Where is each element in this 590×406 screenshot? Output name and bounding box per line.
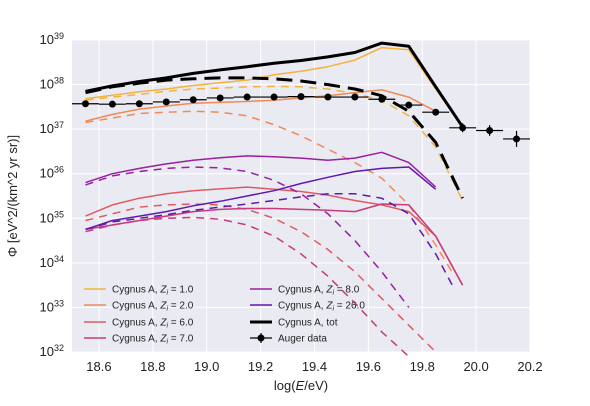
auger-data-layer [72,93,530,147]
y-tick-label: 1034 [40,254,64,270]
legend-entry-2: Cygnus A, Zi = 6.0 [84,318,194,330]
y-tick-label: 1035 [40,209,64,225]
auger-point-7 [260,93,288,101]
legend-entry-0: Cygnus A, Zi = 1.0 [84,285,194,297]
legend: Cygnus A, Zi = 1.0 Cygnus A, Zi = 2.0 Cygn… [84,285,365,346]
auger-point-0 [72,100,99,108]
auger-point-9 [314,93,342,101]
x-axis-ticks: 18.6 18.8 19.0 19.2 19.4 19.6 19.8 20.0 20.2 [86,359,542,374]
svg-text:Cygnus A, Zi = 8.0: Cygnus A, Zi = 8.0 [278,285,360,297]
series-line-3 [85,110,456,277]
svg-text:Cygnus A, Zi = 2.0: Cygnus A, Zi = 2.0 [112,301,194,313]
auger-point-1 [98,100,126,108]
series-line-1 [85,85,464,201]
svg-text:Cygnus A, Zi = 26.0: Cygnus A, Zi = 26.0 [278,301,365,313]
x-tick-label: 18.8 [140,359,165,374]
auger-point-8 [287,93,315,101]
svg-text:Cygnus A, Zi = 6.0: Cygnus A, Zi = 6.0 [112,318,194,330]
auger-point-13 [422,108,450,116]
y-tick-label: 1038 [40,76,64,92]
x-tick-label: 18.6 [86,359,111,374]
series-line-10 [85,166,437,231]
series-line-0 [85,46,464,128]
x-tick-label: 20.0 [463,359,488,374]
legend-entry-1: Cygnus A, Zi = 2.0 [84,301,194,313]
series-line-6 [85,203,464,286]
series-layer [85,41,464,358]
auger-point-5 [206,94,234,102]
auger-point-15 [476,125,504,136]
x-tick-label: 19.0 [194,359,219,374]
x-tick-label: 19.8 [410,359,435,374]
auger-point-3 [152,98,180,106]
series-line-5 [85,203,437,353]
y-tick-label: 1032 [40,343,64,359]
x-tick-label: 19.2 [248,359,273,374]
auger-point-4 [179,96,207,104]
svg-text:Cygnus A, Zi = 1.0: Cygnus A, Zi = 1.0 [112,285,194,297]
y-axis-title: Φ [eV^2/(km^2 yr sr)] [5,135,20,257]
series-line-12 [85,41,464,128]
x-tick-label: 19.4 [302,359,327,374]
legend-entry-4: Cygnus A, Zi = 8.0 [250,285,360,297]
y-tick-label: 1036 [40,165,64,181]
auger-point-2 [125,100,153,108]
auger-point-12 [395,101,423,109]
series-line-2 [85,89,437,122]
auger-point-14 [449,123,477,133]
legend-entry-5: Cygnus A, Zi = 26.0 [250,301,365,313]
svg-text:Cygnus A, Zi = 7.0: Cygnus A, Zi = 7.0 [112,334,194,346]
auger-point-6 [233,93,261,101]
auger-point-16 [503,130,530,147]
x-tick-label: 20.2 [517,359,542,374]
y-axis-ticks: 1032 1033 1034 1035 1036 1037 1038 1039 [40,31,64,359]
auger-point-10 [341,93,369,101]
x-axis-title: log(E/eV) [274,378,328,393]
x-tick-label: 19.6 [356,359,381,374]
legend-entry-3: Cygnus A, Zi = 7.0 [84,334,194,346]
legend-entry-6: Cygnus A, tot [250,318,338,329]
grid [72,39,531,353]
y-tick-label: 1037 [40,120,64,136]
series-line-4 [85,186,464,286]
y-tick-label: 1039 [40,31,64,47]
svg-text:Cygnus A, tot: Cygnus A, tot [278,318,338,329]
series-line-13 [85,76,464,199]
y-tick-label: 1033 [40,298,64,314]
series-line-7 [85,216,410,358]
auger-point-11 [368,95,396,103]
svg-text:Auger data: Auger data [278,334,327,345]
legend-entry-7: Auger data [250,333,327,345]
series-line-8 [85,151,437,188]
